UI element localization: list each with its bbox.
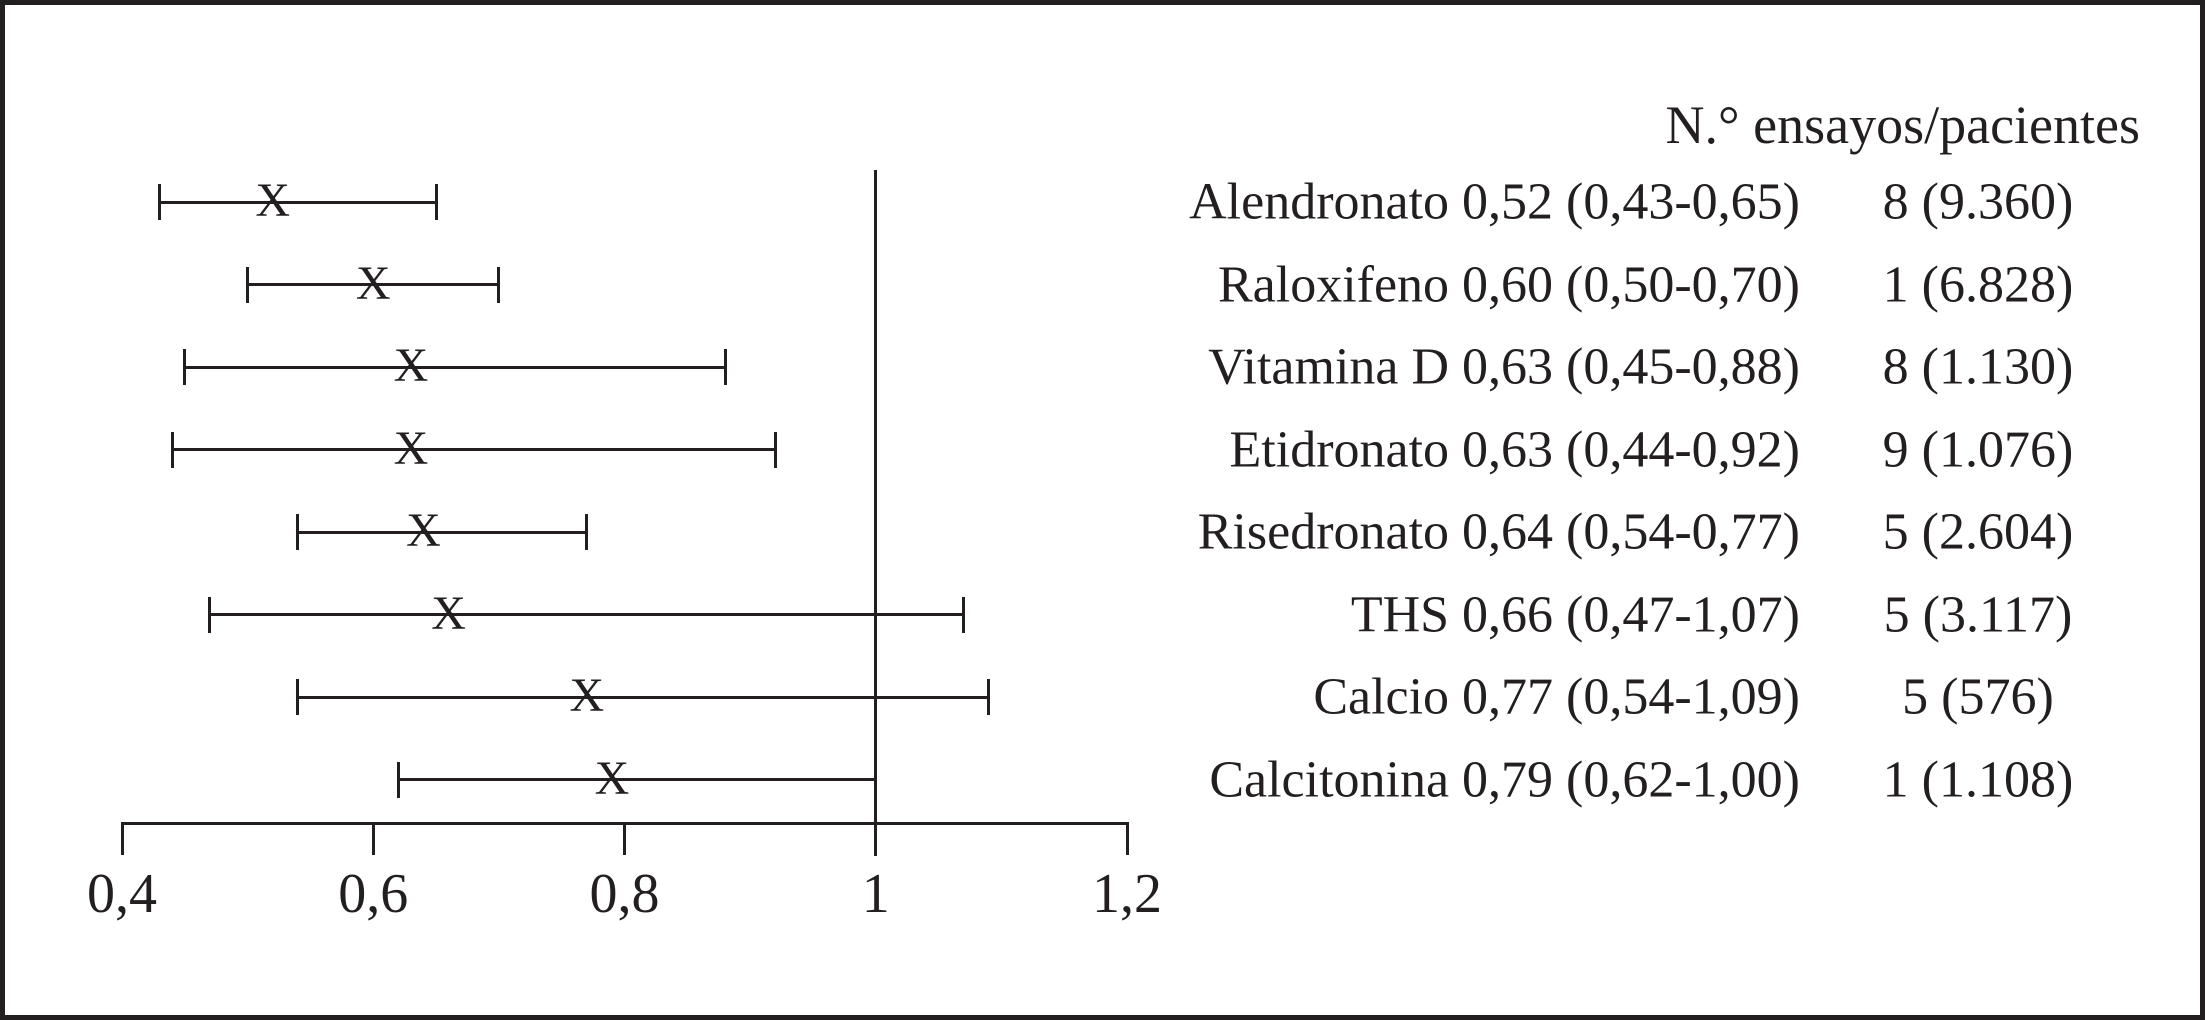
ci-cap-right xyxy=(434,184,438,220)
ci-cap-right xyxy=(962,596,966,633)
axis-tick-label: 1,2 xyxy=(1092,863,1162,925)
ci-cap-left xyxy=(183,349,187,386)
ci-cap-right xyxy=(987,679,991,716)
row-label: Calcio 0,77 (0,54-1,09) xyxy=(1313,668,1800,726)
row-trials: 1 (1.108) xyxy=(1882,751,2074,809)
ci-cap-right xyxy=(723,349,727,386)
row-label: Risedronato 0,64 (0,54-0,77) xyxy=(1197,503,1800,561)
row-label: Vitamina D 0,63 (0,45-0,88) xyxy=(1208,338,1800,396)
axis-tick xyxy=(874,822,878,855)
ci-cap-left xyxy=(208,596,212,633)
axis-tick xyxy=(623,822,626,855)
row-trials: 9 (1.076) xyxy=(1882,421,2074,479)
axis-tick-label: 0,8 xyxy=(589,863,660,925)
ci-line xyxy=(297,530,587,534)
axis-tick xyxy=(371,822,375,855)
row-trials: 5 (2.604) xyxy=(1882,503,2074,561)
ci-line xyxy=(172,448,776,452)
row-trials: 1 (6.828) xyxy=(1882,256,2074,314)
ci-line xyxy=(247,283,499,287)
point-marker: X xyxy=(431,586,466,640)
row-trials: 8 (1.130) xyxy=(1882,338,2074,396)
axis-tick-label: 0,4 xyxy=(87,863,157,925)
ci-line xyxy=(209,613,964,617)
row-trials: 5 (576) xyxy=(1902,668,2054,726)
axis-tick xyxy=(1125,822,1129,855)
row-label: Etidronato 0,63 (0,44-0,92) xyxy=(1229,421,1800,479)
point-marker: X xyxy=(255,174,291,228)
ci-cap-right xyxy=(773,431,777,468)
row-label: Alendronato 0,52 (0,43-0,65) xyxy=(1189,173,1800,231)
point-marker: X xyxy=(569,669,605,723)
axis-tick xyxy=(120,822,124,855)
axis-tick-label: 0,6 xyxy=(338,863,409,925)
ci-line xyxy=(398,778,876,782)
ci-cap-left xyxy=(170,431,174,468)
axis-tick-label: 1 xyxy=(861,863,890,925)
ci-cap-left xyxy=(296,514,300,551)
ci-line xyxy=(297,695,989,699)
point-marker: X xyxy=(594,752,630,806)
point-marker: X xyxy=(393,421,429,475)
column-header: N.° ensayos/pacientes xyxy=(1665,95,2140,155)
row-trials: 8 (9.360) xyxy=(1882,173,2074,231)
row-label: Calcitonina 0,79 (0,62-1,00) xyxy=(1209,751,1800,809)
ci-cap-left xyxy=(246,266,250,303)
ci-cap-left xyxy=(296,679,300,716)
ci-line xyxy=(184,365,725,369)
row-label: THS 0,66 (0,47-1,07) xyxy=(1350,586,1800,644)
ci-cap-right xyxy=(497,266,501,303)
point-marker: X xyxy=(406,504,441,558)
reference-line xyxy=(874,170,878,856)
ci-cap-left xyxy=(396,761,400,798)
row-label: Raloxifeno 0,60 (0,50-0,70) xyxy=(1217,256,1800,314)
ci-line xyxy=(159,200,437,204)
point-marker: X xyxy=(355,256,391,310)
ci-cap-right xyxy=(585,514,589,551)
row-trials: 5 (3.117) xyxy=(1883,586,2073,644)
ci-cap-left xyxy=(158,184,162,220)
point-marker: X xyxy=(393,339,429,393)
